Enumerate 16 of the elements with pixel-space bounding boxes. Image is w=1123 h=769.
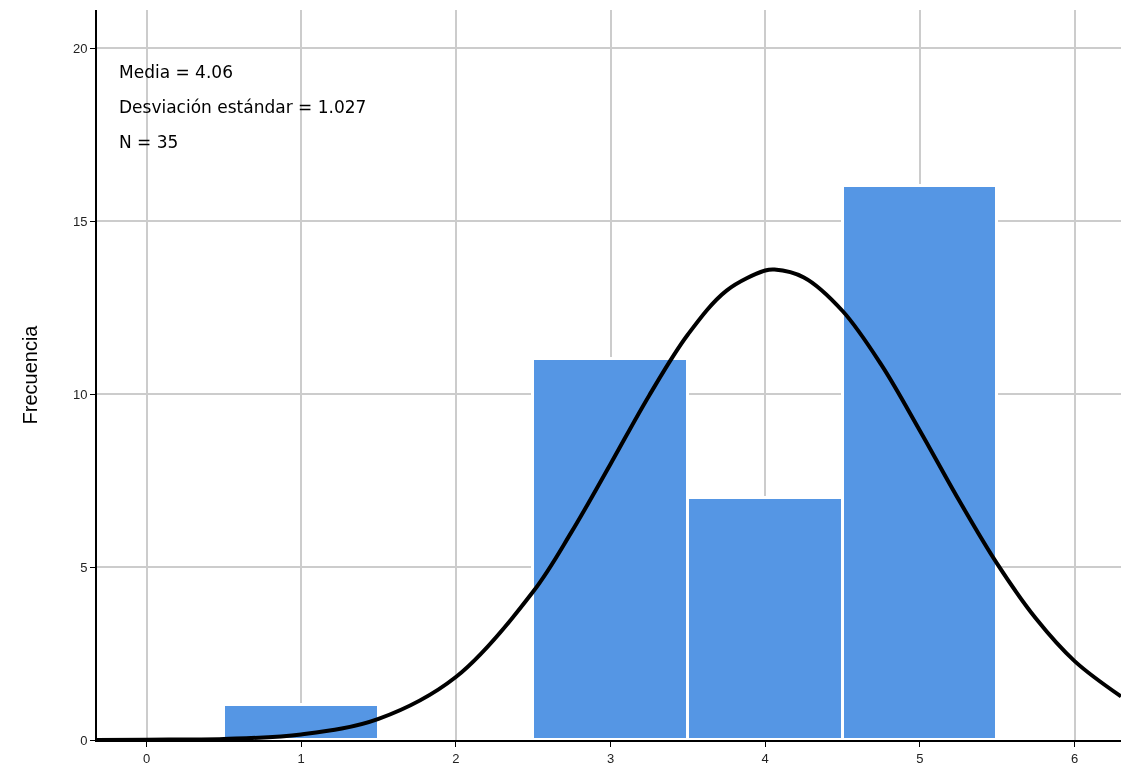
x-tick-label: 3 xyxy=(606,750,615,766)
x-tick-label: 6 xyxy=(1070,750,1079,766)
y-tick-label: 15 xyxy=(72,213,88,229)
annotation: Desviación estándar = 1.027 xyxy=(119,97,367,117)
y-tick-label: 5 xyxy=(80,559,88,575)
x-tick-label: 0 xyxy=(142,750,151,766)
x-tick-label: 5 xyxy=(916,750,924,766)
y-tick-label: 0 xyxy=(80,732,88,748)
y-tick-label: 20 xyxy=(72,40,88,56)
x-tick-label: 1 xyxy=(297,750,305,766)
y-tick-label: 10 xyxy=(72,386,88,402)
annotation: Media = 4.06 xyxy=(119,62,233,82)
x-tick-label: 2 xyxy=(452,750,460,766)
x-tick-label: 4 xyxy=(761,750,769,766)
annotation: N = 35 xyxy=(119,132,179,152)
y-axis-title: Frecuencia xyxy=(18,324,41,425)
